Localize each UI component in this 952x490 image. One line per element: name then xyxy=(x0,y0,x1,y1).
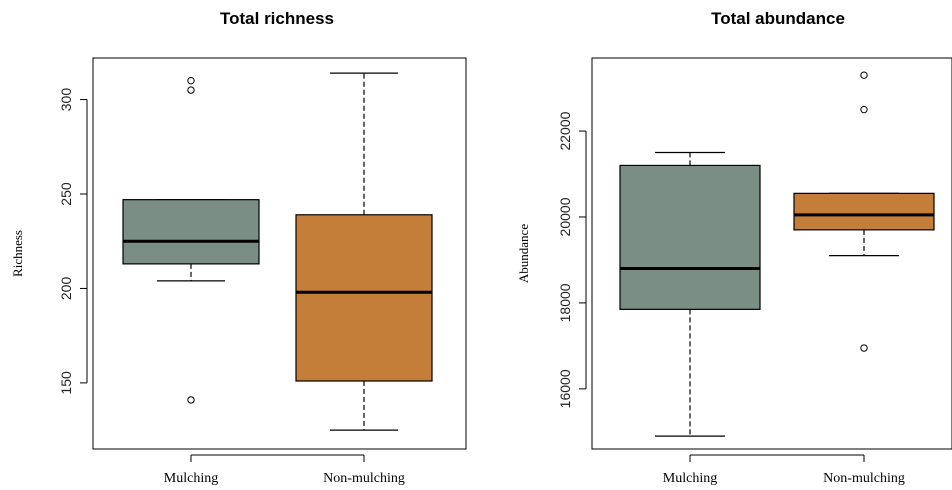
y-tick-label: 150 xyxy=(58,371,74,395)
plot-frame xyxy=(92,57,467,450)
x-tick-label: Mulching xyxy=(663,471,717,486)
x-tick-label: Mulching xyxy=(164,471,218,486)
outlier-point xyxy=(187,86,195,94)
y-tick-label: 200 xyxy=(58,277,74,301)
panel-total-richness: Total richness 150 200 250 300 Richness Mulchi… xyxy=(10,9,467,486)
box-mulching xyxy=(122,199,260,265)
outlier-point xyxy=(860,105,868,114)
outlier-point xyxy=(187,76,195,85)
chart-title: Total abundance xyxy=(711,9,845,28)
y-axis-label: Richness xyxy=(10,230,25,277)
outlier-point xyxy=(860,71,868,79)
plot-frame xyxy=(591,57,952,450)
y-tick-label: 18000 xyxy=(557,283,573,322)
box-mulching xyxy=(619,164,761,310)
x-tick-label: Non-mulching xyxy=(323,471,405,486)
chart-title: Total richness xyxy=(220,9,334,28)
outlier-point xyxy=(860,344,868,352)
outlier-point xyxy=(187,396,195,404)
box-non-mulching xyxy=(793,192,935,231)
x-tick-label: Non-mulching xyxy=(823,471,905,486)
y-tick-label: 20000 xyxy=(557,197,573,236)
box-non-mulching xyxy=(295,214,433,382)
y-tick-label: 300 xyxy=(58,88,74,112)
y-tick-label: 22000 xyxy=(557,111,573,150)
y-axis-label: Abundance xyxy=(516,224,531,283)
y-tick-label: 250 xyxy=(58,182,74,206)
y-tick-label: 16000 xyxy=(557,369,573,408)
panel-total-abundance: Total abundance 16000 18000 20000 22000 Abund… xyxy=(516,9,952,486)
